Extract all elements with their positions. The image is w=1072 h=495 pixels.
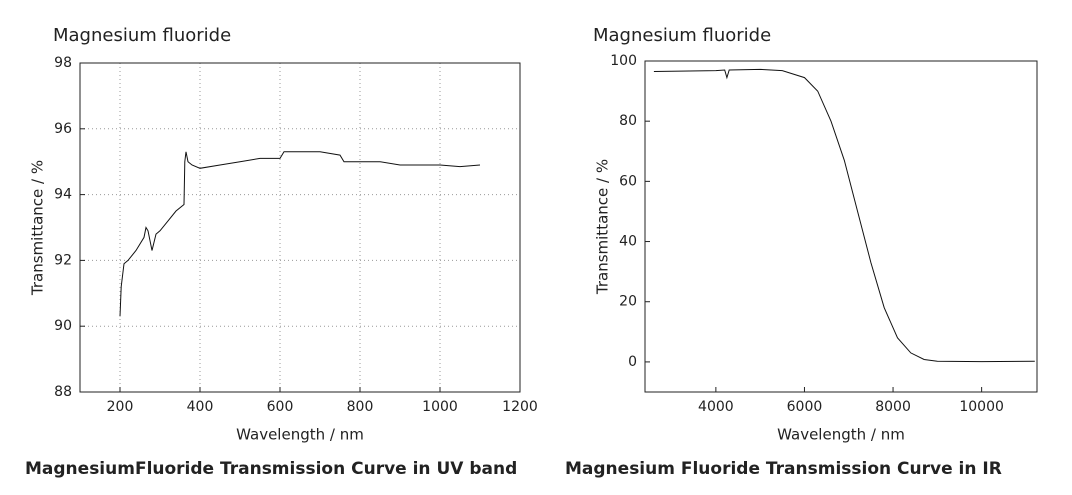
- chart-title: Magnesium fluoride: [53, 25, 231, 46]
- x-axis-label: Wavelength / nm: [777, 426, 905, 444]
- x-tick-label: 400: [187, 399, 214, 415]
- x-tick-label: 1000: [422, 399, 458, 415]
- x-tick-label: 10000: [959, 399, 1004, 415]
- y-tick-label: 20: [619, 294, 637, 310]
- y-tick-label: 94: [54, 187, 72, 203]
- x-tick-label: 4000: [698, 399, 734, 415]
- plot-frame: [644, 60, 1038, 393]
- x-tick-label: 600: [267, 399, 294, 415]
- chart-title: Magnesium fluoride: [593, 25, 771, 46]
- caption: MagnesiumFluoride Transmission Curve in …: [25, 459, 517, 479]
- y-tick-label: 96: [54, 121, 72, 137]
- x-tick-label: 1200: [502, 399, 538, 415]
- x-axis-label: Wavelength / nm: [236, 426, 364, 444]
- caption: Magnesium Fluoride Transmission Curve in…: [565, 459, 1002, 479]
- y-tick-label: 88: [54, 384, 72, 400]
- x-tick-label: 8000: [875, 399, 911, 415]
- y-tick-label: 90: [54, 318, 72, 334]
- x-tick-label: 200: [107, 399, 134, 415]
- line-series: [119, 151, 481, 317]
- line-series: [653, 68, 1035, 363]
- y-tick-label: 60: [619, 173, 637, 189]
- y-tick-label: 0: [628, 354, 637, 370]
- x-tick-label: 800: [347, 399, 374, 415]
- y-axis-label: Transmittance / %: [29, 160, 47, 296]
- y-tick-label: 80: [619, 113, 637, 129]
- y-tick-label: 98: [54, 55, 72, 71]
- plot-frame: [79, 62, 521, 393]
- y-tick-label: 40: [619, 234, 637, 250]
- y-axis-label: Transmittance / %: [594, 159, 612, 295]
- y-tick-label: 100: [610, 53, 637, 69]
- y-tick-label: 92: [54, 252, 72, 268]
- x-tick-label: 6000: [787, 399, 823, 415]
